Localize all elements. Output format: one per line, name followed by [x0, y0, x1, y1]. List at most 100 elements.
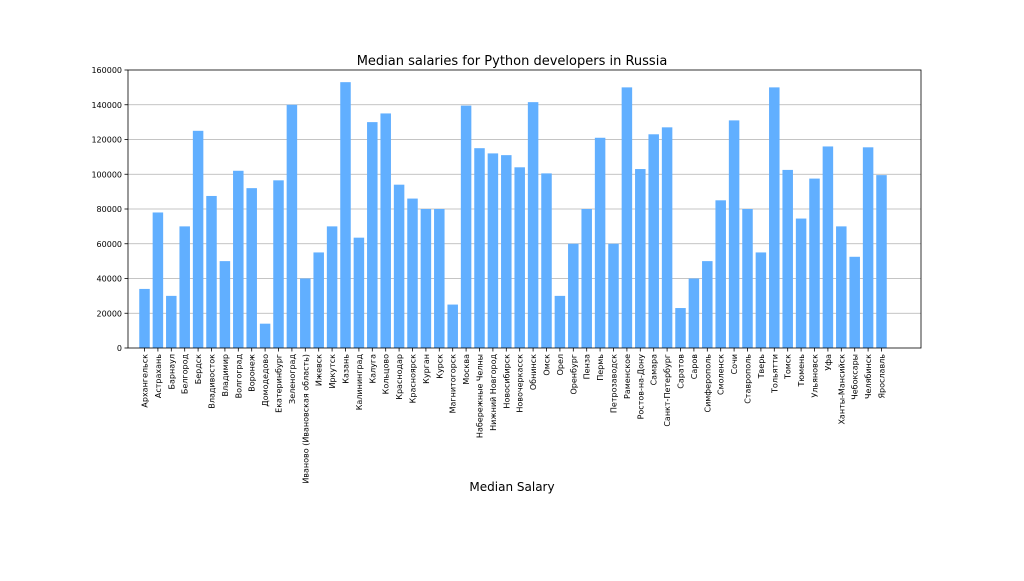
x-tick-label: Смоленск [717, 354, 726, 395]
bar [568, 243, 579, 348]
bar [822, 146, 834, 348]
bar [139, 288, 150, 348]
x-tick-label: Курган [422, 354, 431, 384]
bar [581, 209, 592, 348]
bar [206, 195, 217, 348]
x-tick-label: Ставрополь [744, 354, 753, 404]
bars [139, 82, 887, 349]
x-axis-ticks: Архангельск Астрахань Барнаул Белгород Бердс… [141, 348, 887, 484]
bar [166, 295, 177, 348]
x-tick-label: Пенза [583, 354, 592, 379]
bar [393, 184, 405, 348]
x-tick-label: Воронеж [248, 354, 257, 392]
x-tick-label: Домодедово [261, 354, 270, 407]
bar [527, 102, 539, 348]
bar [474, 148, 485, 348]
x-tick-label: Обнинск [529, 354, 538, 390]
x-tick-label: Барнаул [167, 354, 176, 389]
bar [661, 127, 673, 349]
x-tick-label: Кольцово [382, 354, 391, 394]
bar [541, 173, 552, 348]
bar [501, 155, 512, 348]
bar [608, 243, 619, 348]
bar [300, 278, 311, 348]
bar [514, 167, 525, 348]
x-tick-label: Ханты-Мансийск [837, 354, 846, 425]
bar [702, 261, 713, 348]
x-tick-label: Орел [556, 354, 565, 375]
y-tick-label: 20000 [97, 309, 122, 318]
bar [755, 252, 767, 348]
x-tick-label: Сочи [730, 354, 739, 374]
x-tick-label: Екатеринбург [275, 354, 284, 413]
bar [862, 147, 874, 348]
x-tick-label: Пермь [596, 354, 605, 381]
bar [487, 153, 499, 348]
x-tick-label: Иркутск [328, 354, 337, 389]
x-tick-label: Симферополь [703, 354, 712, 413]
x-tick-label: Астрахань [154, 354, 163, 398]
x-tick-label: Москва [462, 354, 471, 385]
x-tick-label: Набережные Челны [476, 354, 485, 438]
x-tick-label: Курск [435, 354, 444, 379]
bar [728, 120, 740, 348]
bar [688, 278, 700, 348]
bar [420, 209, 432, 348]
bar [380, 113, 391, 348]
bar [849, 256, 860, 348]
bar [795, 218, 807, 348]
x-tick-label: Саров [690, 354, 699, 379]
x-axis-label: Median Salary [469, 480, 554, 494]
bar [635, 169, 646, 348]
y-tick-label: 60000 [97, 240, 122, 249]
bar [876, 175, 887, 348]
bar [434, 209, 445, 348]
y-tick-label: 160000 [91, 66, 122, 75]
x-tick-label: Калининград [355, 354, 364, 411]
x-tick-label: Калуга [368, 354, 377, 384]
bar [179, 226, 190, 348]
bar [367, 122, 378, 348]
bar [769, 87, 780, 348]
bar [675, 308, 686, 348]
bar [259, 323, 271, 348]
x-tick-label: Ростов-на-Дону [636, 354, 645, 420]
x-tick-label: Самара [650, 354, 659, 386]
bar [273, 180, 284, 348]
bar [460, 105, 472, 349]
x-tick-label: Уфа [824, 354, 833, 371]
x-tick-label: Чебоксары [851, 354, 860, 400]
y-tick-label: 140000 [91, 101, 122, 110]
bar [715, 200, 726, 348]
x-tick-label: Красноярск [409, 354, 418, 403]
bar [219, 261, 231, 348]
x-tick-label: Владимир [221, 354, 230, 397]
x-tick-label: Омск [543, 354, 552, 376]
bar [340, 82, 351, 348]
y-tick-label: 80000 [97, 205, 122, 214]
x-tick-label: Владивосток [208, 354, 217, 409]
bar [447, 304, 458, 348]
bar [326, 226, 338, 348]
bar [192, 130, 204, 348]
x-tick-label: Томск [784, 354, 793, 380]
x-tick-label: Ярославль [878, 354, 887, 399]
x-tick-label: Архангельск [141, 354, 150, 408]
x-tick-label: Нижний Новгород [489, 354, 498, 431]
bar [648, 134, 659, 348]
bar [809, 178, 820, 348]
x-tick-label: Раменское [623, 354, 632, 399]
x-tick-label: Санкт-Петербург [663, 354, 672, 427]
bar [554, 295, 566, 348]
x-tick-label: Саратов [677, 354, 686, 389]
bar [246, 188, 257, 348]
y-tick-label: 40000 [97, 275, 122, 284]
bar [233, 170, 244, 348]
x-tick-label: Новочеркасск [516, 354, 525, 413]
x-tick-label: Ижевск [315, 354, 324, 386]
x-tick-label: Казань [342, 354, 351, 384]
x-tick-label: Оренбург [569, 354, 578, 394]
x-tick-label: Белгород [181, 354, 190, 395]
x-tick-label: Зеленоград [288, 354, 297, 404]
